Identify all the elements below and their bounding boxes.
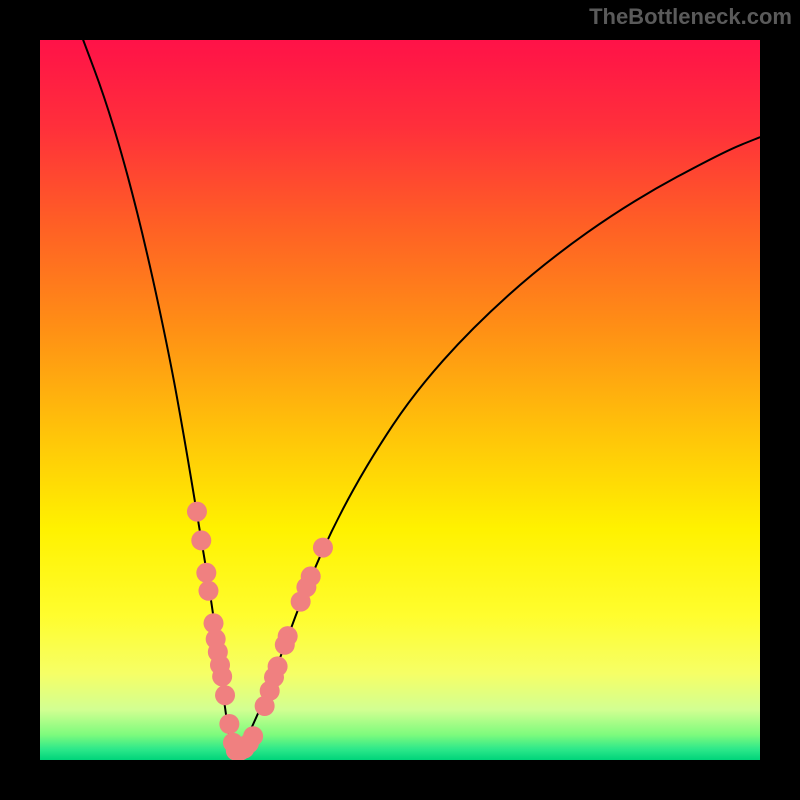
plot-area [40,40,760,760]
data-marker [268,656,288,676]
data-marker [278,626,298,646]
data-marker [215,685,235,705]
data-marker [187,502,207,522]
markers-layer [40,40,760,760]
watermark-text: TheBottleneck.com [589,4,792,30]
data-marker [196,563,216,583]
chart-stage: TheBottleneck.com [0,0,800,800]
data-marker [313,538,333,558]
data-marker [191,530,211,550]
data-marker [301,566,321,586]
data-marker [198,581,218,601]
data-marker [219,714,239,734]
data-marker [212,666,232,686]
data-marker [243,726,263,746]
